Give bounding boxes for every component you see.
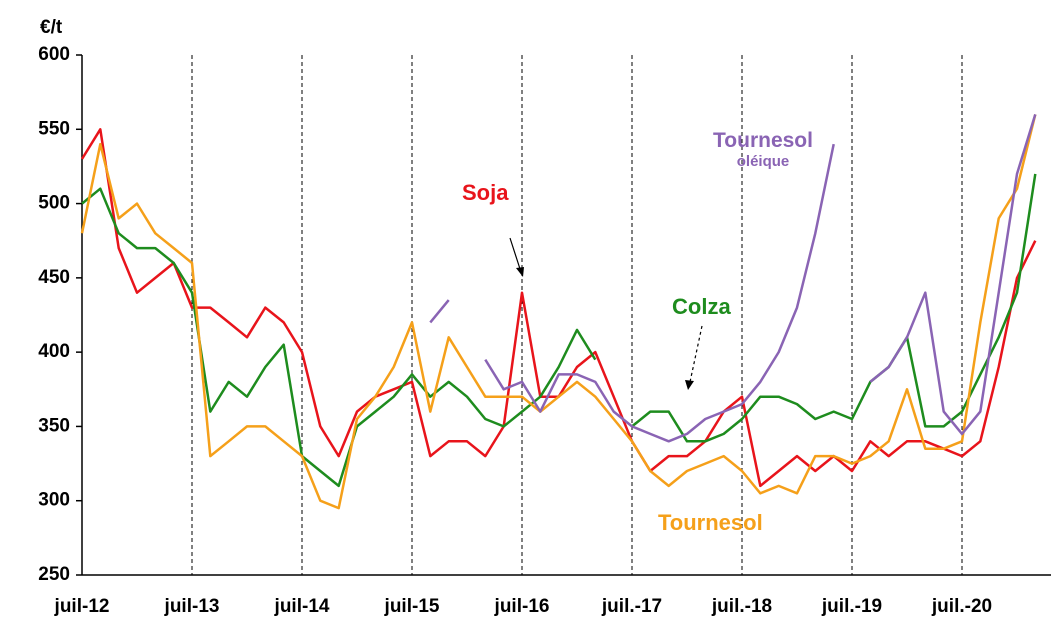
- series-line: [429, 114, 1037, 443]
- series-label: Tournesol oléique: [713, 129, 813, 171]
- x-tick-label: juil-16: [494, 596, 550, 617]
- series-label: Colza: [672, 294, 731, 319]
- x-tick-label: juil.-18: [711, 596, 772, 617]
- y-tick-label: 400: [38, 341, 70, 362]
- y-tick-label: 350: [38, 415, 70, 436]
- arrow-head: [685, 380, 694, 390]
- y-tick-label: 600: [38, 44, 70, 65]
- series-label: Tournesol: [658, 510, 763, 535]
- arrow: [509, 237, 522, 273]
- y-tick-label: 500: [38, 193, 70, 214]
- series-line: [80, 114, 1037, 510]
- y-axis-label: €/t: [40, 17, 63, 38]
- arrow: [689, 325, 703, 383]
- y-tick-label: 450: [38, 267, 70, 288]
- x-tick-label: juil.-20: [931, 596, 992, 617]
- series-line: [81, 173, 1037, 488]
- y-tick-label: 550: [38, 118, 70, 139]
- x-tick-label: juil.-19: [821, 596, 882, 617]
- x-tick-label: juil-13: [164, 596, 220, 617]
- y-tick-label: 250: [38, 564, 70, 585]
- x-tick-label: juil-14: [274, 596, 330, 617]
- x-tick-label: juil-12: [54, 596, 110, 617]
- series-label: Soja: [462, 180, 509, 205]
- x-tick-label: juil.-17: [601, 596, 662, 617]
- arrow-head: [516, 267, 524, 277]
- x-tick-label: juil-15: [384, 596, 440, 617]
- y-tick-label: 300: [38, 490, 70, 511]
